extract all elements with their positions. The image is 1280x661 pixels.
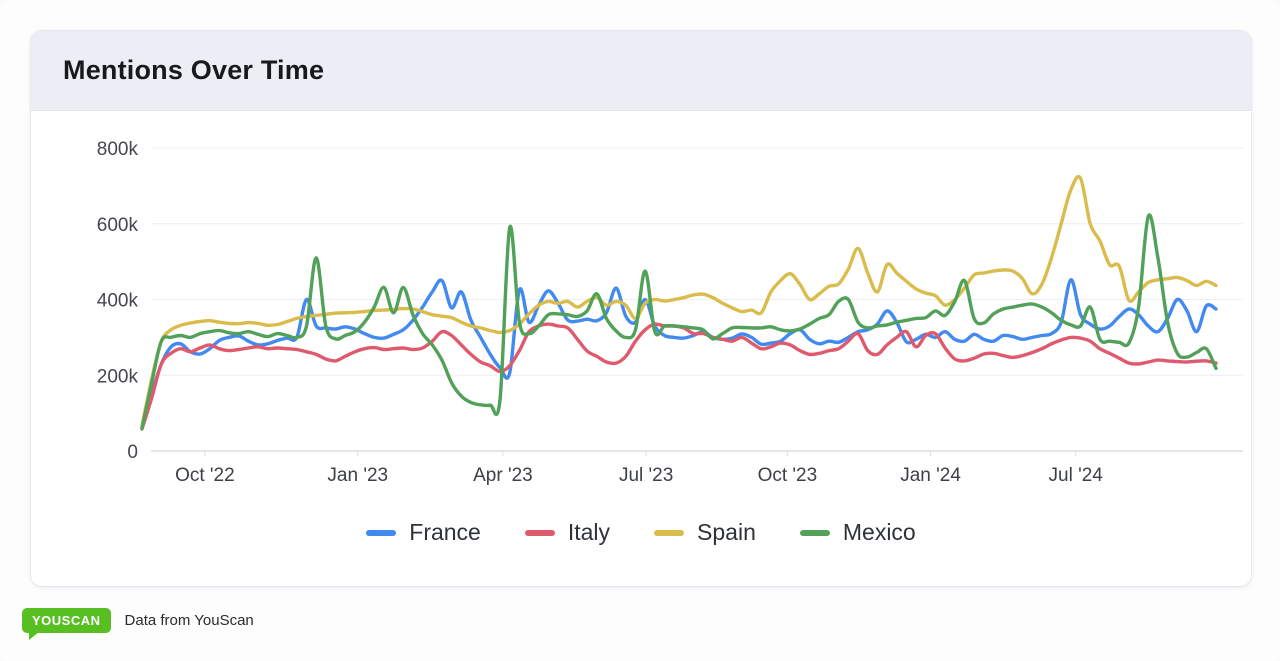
mentions-card: Mentions Over Time 0 200k 400k 600k 800k Oct … — [30, 30, 1252, 587]
legend-label: Spain — [697, 519, 756, 545]
legend-item-mexico[interactable]: Mexico — [799, 519, 916, 546]
series-line-mexico — [140, 213, 1218, 430]
y-axis-label: 200k — [97, 366, 139, 387]
series-line-italy — [140, 322, 1218, 431]
x-axis-label: Oct '23 — [758, 465, 818, 486]
y-axis-label: 600k — [97, 215, 139, 236]
legend-item-spain[interactable]: Spain — [654, 519, 756, 546]
x-axis-label: Oct '22 — [175, 465, 235, 486]
mexico-series-swatch — [799, 529, 830, 536]
legend-label: Italy — [567, 519, 611, 545]
italy-series-swatch — [524, 529, 555, 536]
x-axis-label: Apr '23 — [473, 465, 533, 486]
chart-area: 0 200k 400k 600k 800k Oct '22 Jan '23 Apr '23 Ju… — [31, 111, 1251, 506]
x-axis-label: Jan '24 — [900, 465, 961, 486]
legend-label: France — [409, 519, 481, 545]
series-line-spain — [140, 174, 1218, 428]
series-line-france — [140, 278, 1218, 430]
source-footer: YOUSCAN Data from YouScan — [22, 608, 254, 640]
x-axis-label: Jul '24 — [1049, 465, 1104, 486]
legend-label: Mexico — [842, 519, 916, 545]
legend-item-italy[interactable]: Italy — [524, 519, 611, 546]
y-axis-label: 400k — [97, 291, 139, 312]
spain-series-swatch — [654, 529, 685, 536]
y-axis-label: 800k — [97, 139, 139, 160]
x-axis-label: Jan '23 — [327, 465, 388, 486]
y-axis-label: 0 — [127, 442, 138, 463]
mentions-chart: 0 200k 400k 600k 800k Oct '22 Jan '23 Apr '23 Ju… — [97, 139, 1243, 486]
youscan-logo: YOUSCAN — [22, 608, 111, 640]
card-header: Mentions Over Time — [31, 31, 1251, 111]
france-series-swatch — [366, 529, 397, 536]
chart-legend: France Italy Spain Mexico — [31, 519, 1251, 546]
page-title: Mentions Over Time — [63, 55, 325, 85]
source-caption: Data from YouScan — [124, 612, 254, 629]
legend-item-france[interactable]: France — [366, 519, 481, 546]
x-axis-label: Jul '23 — [619, 465, 673, 486]
